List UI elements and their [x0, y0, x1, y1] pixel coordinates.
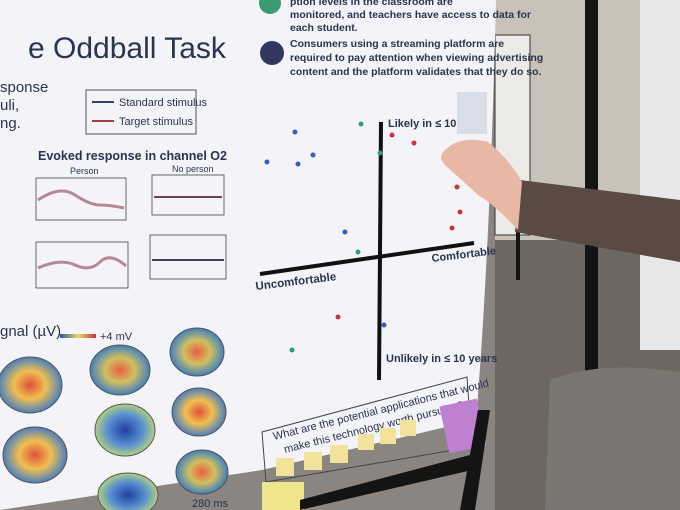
bullet-text: monitored, and teachers have access to d… — [290, 9, 531, 21]
bullet-text: ption levels in the classroom are — [290, 0, 453, 8]
axis — [259, 241, 475, 276]
other-poster — [640, 0, 680, 350]
panel-label: Person — [70, 166, 99, 176]
bullet-dot — [259, 0, 281, 14]
chair — [545, 367, 680, 510]
fragment: uli, — [0, 97, 19, 114]
panel-label: No person — [172, 164, 214, 174]
colorbar — [60, 334, 96, 338]
bullet-text: each student. — [290, 22, 358, 34]
fragment: ng. — [0, 115, 21, 132]
bullet-dot — [260, 41, 284, 65]
bullet-text: Consumers using a streaming platform are — [290, 38, 504, 50]
mini-plots — [35, 174, 227, 289]
sticker-sheet — [457, 92, 487, 134]
bullet-text: required to pay attention when viewing a… — [290, 52, 543, 64]
fragment: sponse — [0, 79, 48, 96]
colorbar-label: gnal (µV) — [0, 323, 61, 340]
title: e Oddball Task — [28, 32, 227, 65]
colorbar-max: +4 mV — [100, 331, 133, 343]
stickers — [264, 121, 463, 353]
legend-box — [85, 89, 197, 135]
axis — [377, 121, 383, 381]
legend-label: Target stimulus — [119, 116, 193, 128]
axis-label: Unlikely in ≤ 10 years — [386, 353, 497, 365]
bullet-text: content and the platform validates that … — [290, 66, 542, 78]
plot-title: Evoked response in channel O2 — [38, 149, 227, 163]
time-label: 280 ms — [192, 498, 229, 510]
legend-label: Standard stimulus — [119, 97, 208, 109]
hand — [441, 139, 522, 230]
sleeve — [515, 180, 680, 262]
axis-label: Likely in ≤ 10 yea — [388, 118, 479, 130]
topomaps — [0, 327, 229, 510]
